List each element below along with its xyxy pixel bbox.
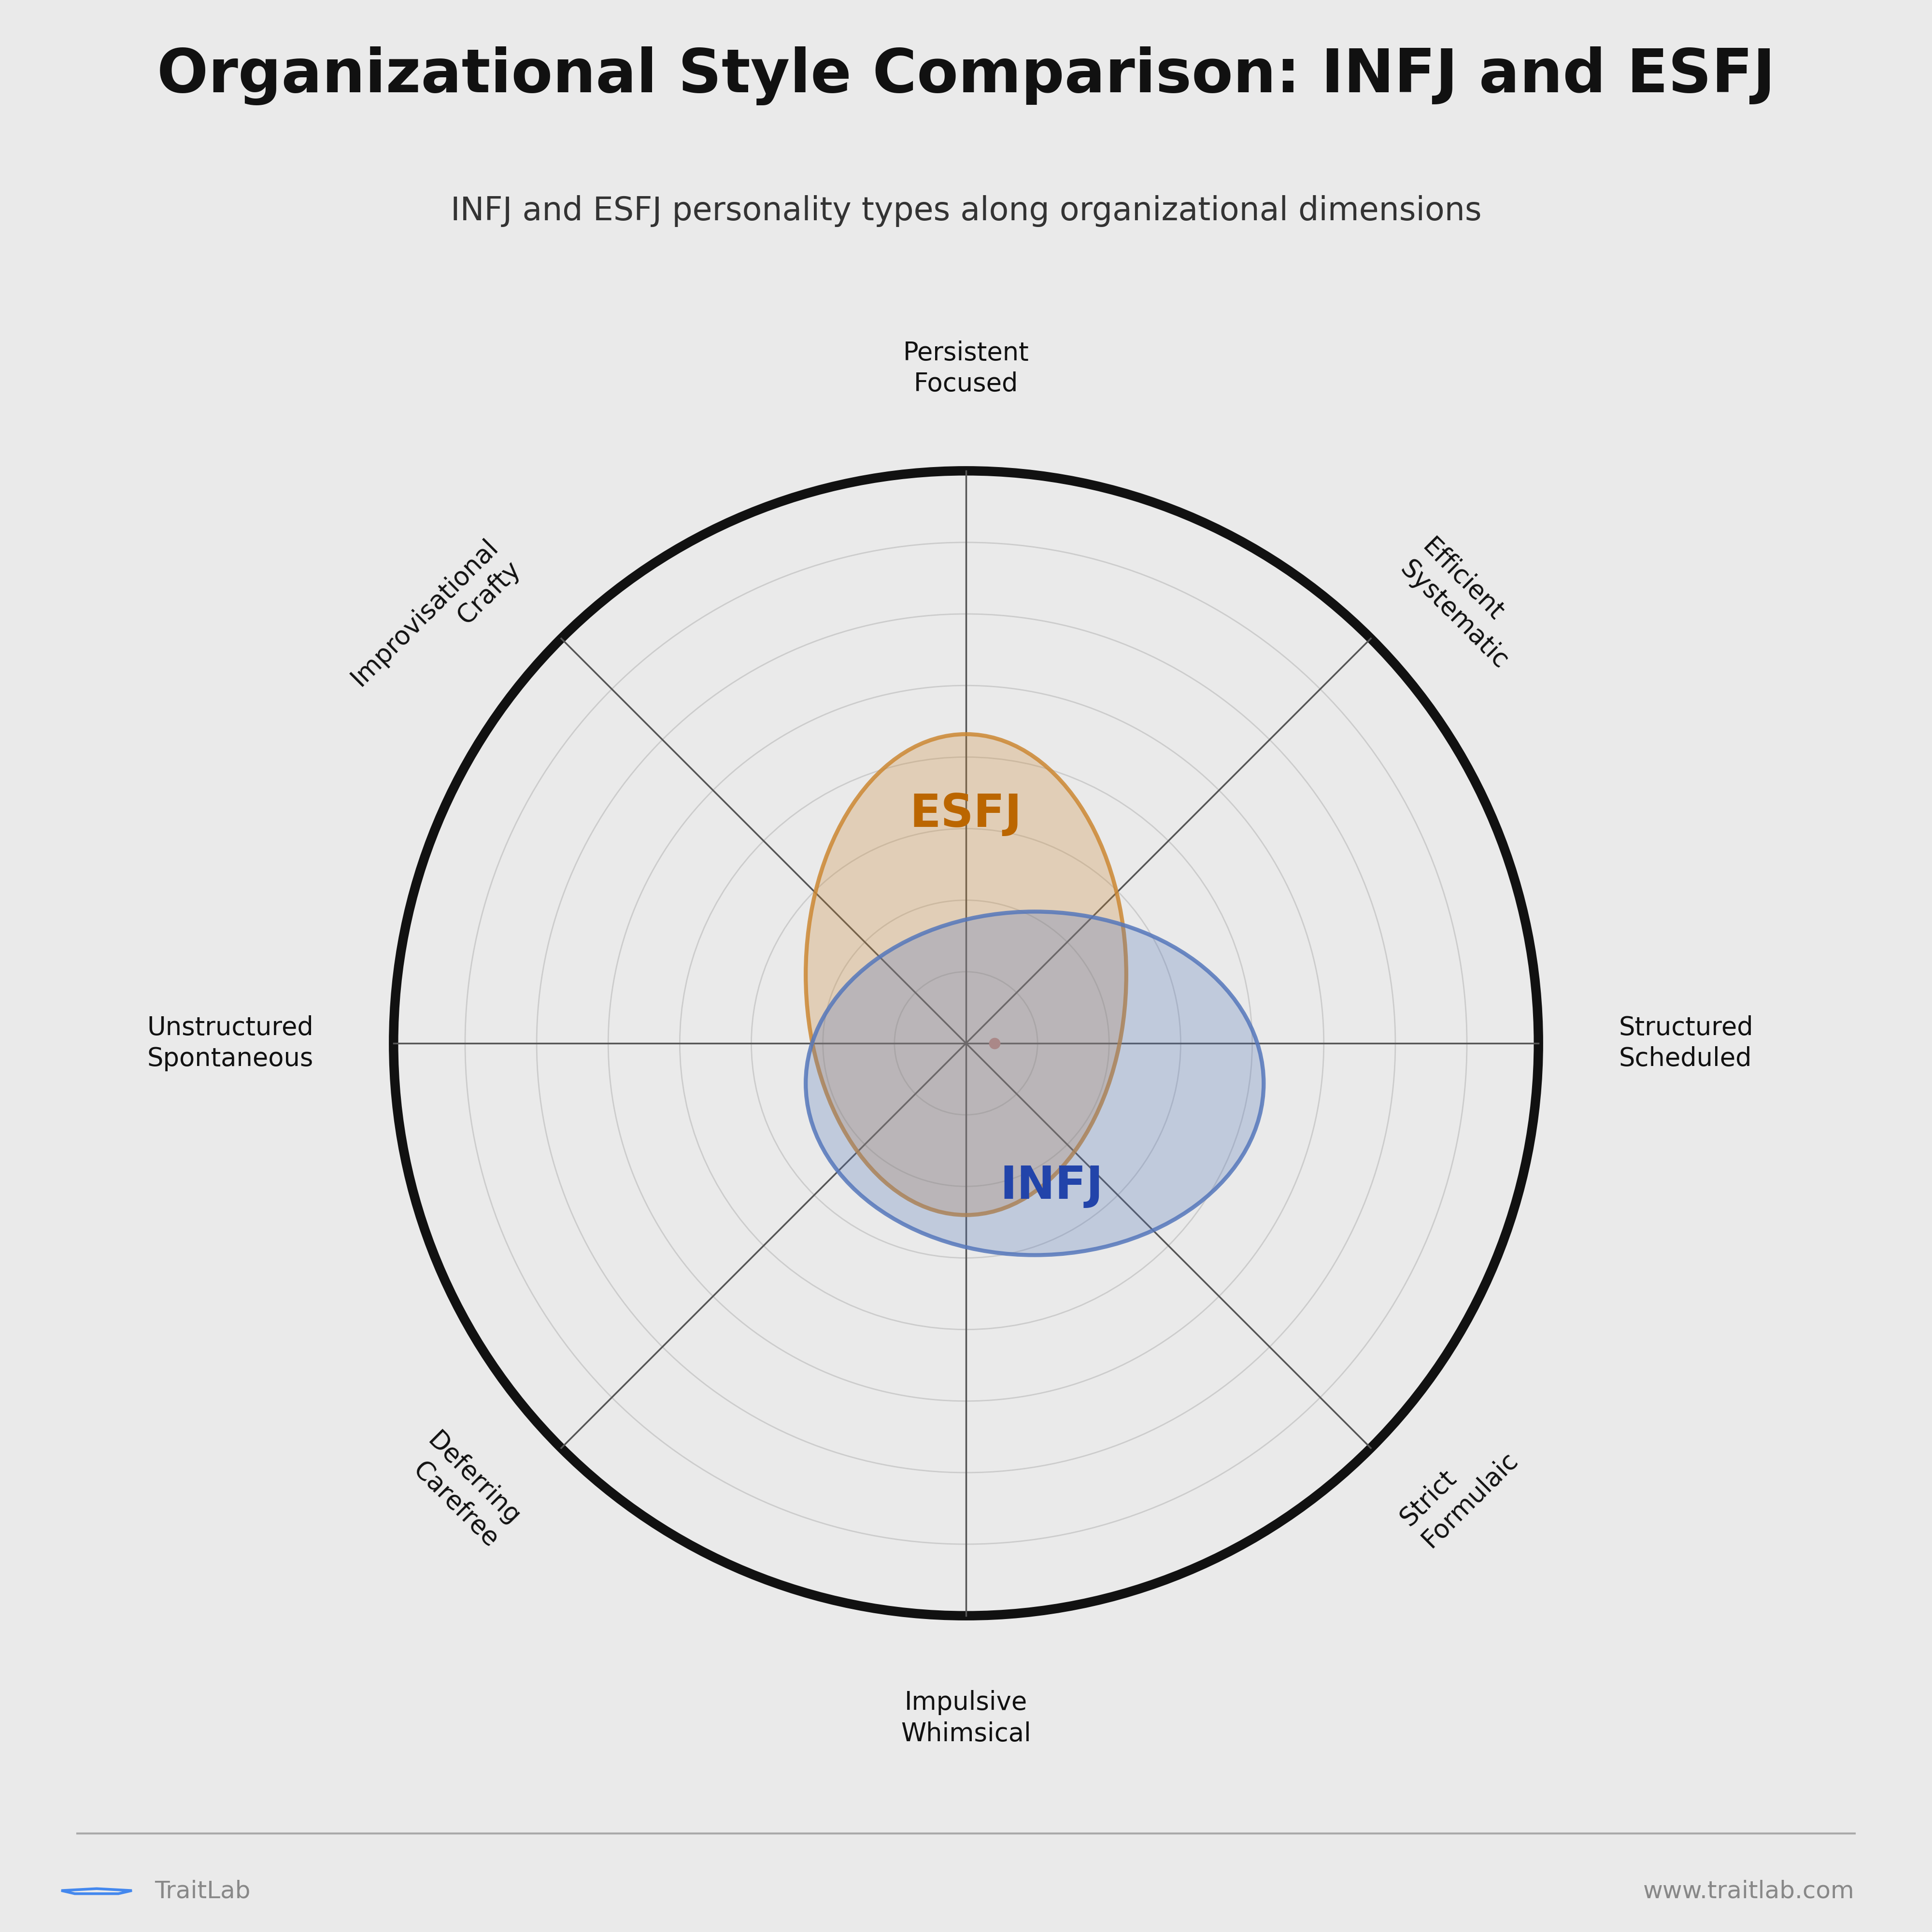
Text: ESFJ: ESFJ: [910, 792, 1022, 837]
Ellipse shape: [806, 912, 1264, 1256]
Text: INFJ: INFJ: [1001, 1165, 1103, 1209]
Ellipse shape: [806, 734, 1126, 1215]
Text: Improvisational
Crafty: Improvisational Crafty: [346, 533, 526, 713]
Text: Structured
Scheduled: Structured Scheduled: [1619, 1014, 1752, 1072]
Text: Strict
Formulaic: Strict Formulaic: [1395, 1426, 1522, 1553]
Text: Organizational Style Comparison: INFJ and ESFJ: Organizational Style Comparison: INFJ an…: [156, 46, 1776, 104]
Text: Deferring
Carefree: Deferring Carefree: [400, 1428, 526, 1553]
Text: TraitLab: TraitLab: [155, 1880, 251, 1903]
Text: Impulsive
Whimsical: Impulsive Whimsical: [900, 1690, 1032, 1747]
Text: Persistent
Focused: Persistent Focused: [902, 340, 1030, 396]
Text: Unstructured
Spontaneous: Unstructured Spontaneous: [147, 1014, 313, 1072]
Text: www.traitlab.com: www.traitlab.com: [1644, 1880, 1855, 1903]
Text: Efficient
Systematic: Efficient Systematic: [1395, 533, 1536, 674]
Text: INFJ and ESFJ personality types along organizational dimensions: INFJ and ESFJ personality types along or…: [450, 195, 1482, 226]
